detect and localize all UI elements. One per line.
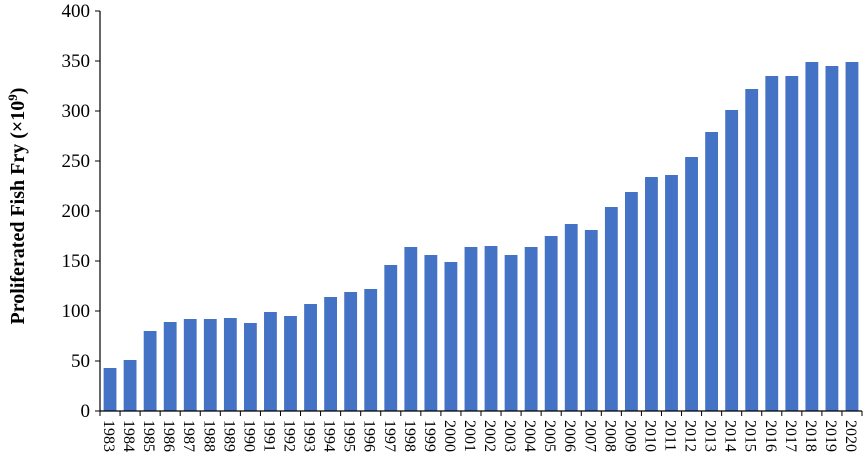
bar-2009 — [624, 192, 638, 411]
x-tick-label: 2004 — [521, 420, 538, 452]
y-tick-label: 50 — [71, 351, 90, 372]
bar-1996 — [364, 289, 378, 411]
x-tick-label: 2012 — [682, 420, 699, 452]
bar-2004 — [524, 247, 538, 411]
y-tick-label: 150 — [62, 251, 91, 272]
x-tick-label: 2003 — [501, 420, 518, 452]
y-tick-label: 0 — [81, 401, 91, 422]
x-tick-label: 2001 — [461, 420, 478, 452]
y-tick-label: 250 — [62, 151, 91, 172]
x-tick-label: 1984 — [120, 420, 137, 452]
x-tick-label: 1992 — [281, 420, 298, 452]
y-tick-label: 350 — [62, 51, 91, 72]
y-tick-label: 400 — [62, 1, 91, 22]
bar-2003 — [504, 255, 518, 411]
y-axis-ticks: 0 50 100 150 200 250 300 350 400 — [62, 1, 100, 422]
bar-2019 — [825, 66, 839, 411]
x-axis-ticks: 1983 1984 1985 1986 1987 1988 1989 1990 1991 1992… — [99, 411, 863, 452]
x-tick-label: 1993 — [301, 420, 318, 452]
x-tick-label: 2019 — [822, 420, 839, 452]
bar-1988 — [203, 319, 217, 411]
x-tick-label: 2017 — [782, 420, 799, 452]
x-tick-label: 1987 — [180, 420, 197, 452]
x-tick-label: 1983 — [100, 420, 117, 452]
x-tick-label: 2020 — [842, 420, 859, 452]
x-tick-label: 1990 — [240, 420, 257, 452]
x-tick-label: 2009 — [621, 420, 638, 452]
bar-1986 — [163, 322, 177, 411]
x-tick-label: 1995 — [341, 420, 358, 452]
x-tick-label: 2005 — [541, 420, 558, 452]
x-tick-label: 1991 — [260, 420, 277, 452]
bar-1987 — [183, 319, 197, 411]
bar-2001 — [464, 247, 478, 411]
bar-1983 — [103, 368, 117, 411]
x-tick-label: 2016 — [762, 420, 779, 452]
x-tick-label: 2000 — [441, 420, 458, 452]
bar-2011 — [665, 175, 678, 411]
y-axis-label: Proliferated Fish Fry (×109) — [5, 88, 30, 325]
x-tick-label: 2006 — [561, 420, 578, 452]
x-tick-label: 1997 — [381, 420, 398, 452]
bar-2002 — [484, 246, 498, 411]
x-tick-label: 1996 — [361, 420, 378, 452]
x-tick-label: 1989 — [220, 420, 237, 452]
bar-1997 — [384, 265, 398, 411]
bar-1992 — [284, 316, 297, 411]
y-axis-label-close: ) — [7, 88, 29, 95]
x-tick-label: 1986 — [160, 420, 177, 452]
bar-1993 — [304, 304, 317, 411]
bar-2010 — [645, 177, 658, 411]
bar-2000 — [444, 262, 458, 411]
y-axis-label-main: Proliferated Fish Fry (×10 — [7, 101, 29, 325]
bar-2013 — [705, 132, 719, 411]
bar-2014 — [725, 110, 739, 411]
bar-1985 — [143, 331, 157, 411]
bar-2016 — [765, 76, 779, 411]
bar-2007 — [584, 230, 598, 411]
bar-2018 — [805, 62, 819, 411]
x-tick-label: 2002 — [481, 420, 498, 452]
bars-layer — [103, 62, 859, 411]
bar-2015 — [745, 89, 759, 411]
bar-1998 — [404, 247, 418, 411]
y-tick-label: 300 — [62, 101, 91, 122]
bar-1999 — [424, 255, 438, 411]
x-tick-label: 2014 — [722, 420, 739, 452]
bar-1991 — [264, 312, 277, 411]
bar-2020 — [845, 62, 859, 411]
x-tick-label: 2008 — [601, 420, 618, 452]
bar-2006 — [564, 224, 578, 411]
x-tick-label: 1999 — [421, 420, 438, 452]
y-tick-label: 200 — [62, 201, 91, 222]
bar-1994 — [324, 297, 338, 411]
y-tick-label: 100 — [62, 301, 91, 322]
bar-1984 — [123, 360, 137, 411]
bar-2008 — [604, 207, 618, 411]
y-axis-label-exponent: 9 — [5, 94, 20, 101]
bar-1989 — [223, 318, 237, 411]
bar-1995 — [344, 292, 358, 411]
x-tick-label: 1988 — [200, 420, 217, 452]
x-tick-label: 2015 — [742, 420, 759, 452]
bar-2005 — [544, 236, 558, 411]
bar-2017 — [785, 76, 799, 411]
x-tick-label: 2018 — [802, 420, 819, 452]
x-tick-label: 2011 — [662, 420, 679, 451]
x-tick-label: 2007 — [581, 420, 598, 452]
x-tick-label: 2010 — [641, 420, 658, 452]
x-tick-label: 1985 — [140, 420, 157, 452]
x-tick-label: 1994 — [321, 420, 338, 452]
x-tick-label: 2013 — [702, 420, 719, 452]
bar-2012 — [685, 157, 698, 411]
x-tick-label: 1998 — [401, 420, 418, 452]
bar-1990 — [243, 323, 257, 411]
